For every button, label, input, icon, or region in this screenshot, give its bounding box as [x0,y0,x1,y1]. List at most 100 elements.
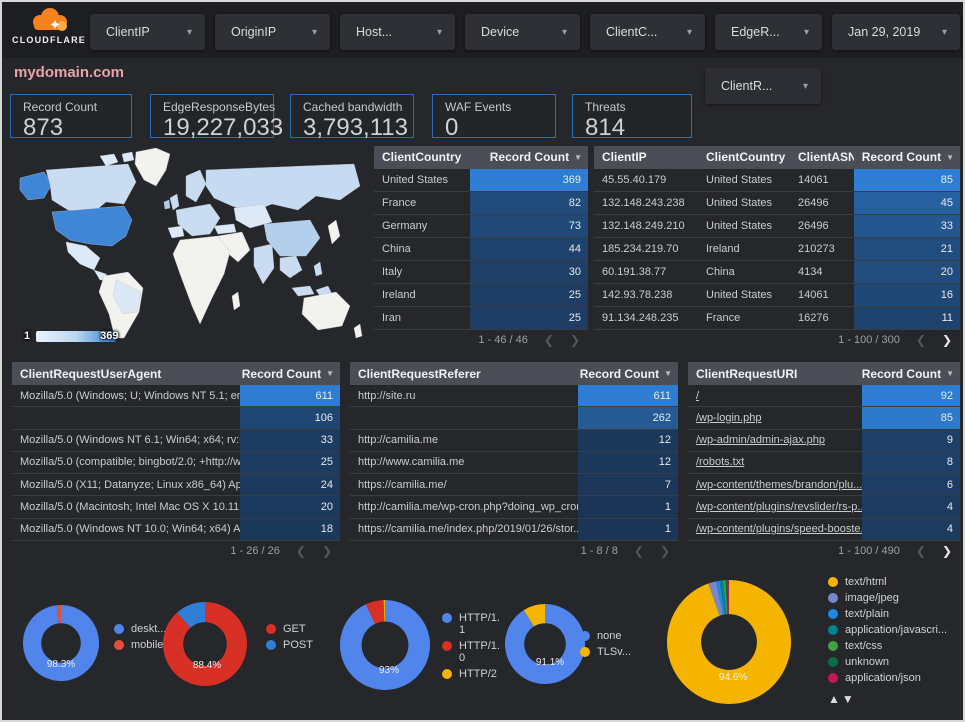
record-count-cell: 33 [240,429,340,451]
table-header: ClientCountry Record Count ▼ [374,146,588,169]
table-cell: Italy [382,265,403,278]
next-page-icon[interactable]: ❯ [941,544,952,559]
table-pagination: 1 - 26 / 26 ❮ ❯ [12,541,340,562]
filter-clientip[interactable]: ClientIP ▾ [90,14,205,50]
record-count-cell: 262 [578,407,678,429]
table-pagination: 1 - 100 / 490 ❮ ❯ [688,541,960,562]
client-request-referer-table: ClientRequestReferer Record Count ▼ http://… [350,362,678,562]
donut-slice-text-html[interactable] [667,580,791,704]
chevron-down-icon: ▾ [311,26,317,38]
uri-link[interactable]: /robots.txt [696,456,745,469]
uri-link[interactable]: /wp-login.php [696,412,762,424]
donut-slice-text-css[interactable] [723,580,728,615]
record-count-cell: 21 [854,237,960,260]
legend-color-dot [266,624,276,634]
donut-slice-http-1-0[interactable] [365,600,385,624]
table-cell: Ireland [382,288,416,301]
record-count-cell: 1 [578,518,678,540]
table-cell: 14061 [798,173,829,186]
filter-originip[interactable]: OriginIP ▾ [215,14,330,50]
donut-slice-deskt-[interactable] [23,605,99,681]
record-count-cell: 16 [854,283,960,306]
column-header-record count[interactable]: Record Count ▼ [862,362,960,385]
uri-link[interactable]: /wp-content/plugins/revslider/rs-p... [696,500,862,513]
record-count-cell: 24 [240,474,340,496]
table-row: 132.148.249.210 United States 26496 33 [594,214,960,238]
column-header-clientcountry: ClientCountry [698,146,790,169]
table-row: Iran 25 [374,306,588,330]
legend-label: HTTP/2 [459,668,497,680]
column-header-clientrequesturi: ClientRequestURI [688,362,862,385]
legend-item: image/jpeg [828,592,947,604]
donut-slice-tlsv-[interactable] [523,604,545,627]
client-country-table: ClientCountry Record Count ▼ United States 3… [374,146,588,351]
donut-slice-get[interactable] [163,602,247,686]
client-request-uri-table: ClientRequestURI Record Count ▼ / 92/wp-logi… [688,362,960,562]
column-header-label: ClientCountry [706,150,786,165]
legend-label: HTTP/1.1 [459,612,500,636]
map-color-legend: 1 369 [24,330,119,342]
column-header-record count[interactable]: Record Count ▼ [240,362,340,385]
legend-color-dot [828,577,838,587]
cloudflare-wordmark: CLOUDFLARE [12,35,86,45]
column-header-clientcountry: ClientCountry [374,146,470,169]
donut-slice-none[interactable] [505,604,585,684]
table-row: Mozilla/5.0 (Windows NT 6.1; Win64; x64;… [12,429,340,452]
record-count-cell: 25 [240,451,340,474]
donut-slice-image-jpeg[interactable] [708,581,724,616]
donut-slice-application-javascri-[interactable] [719,580,727,615]
table-row: 60.191.38.77 China 4134 20 [594,260,960,284]
legend-item: TLSv... [580,646,631,658]
donut-slice-post[interactable] [177,602,205,628]
sort-desc-icon: ▼ [326,369,334,379]
uri-link[interactable]: /wp-content/plugins/speed-booste... [696,523,862,536]
table-pagination: 1 - 100 / 300 ❮ ❯ [594,330,960,351]
table-pagination: 1 - 8 / 8 ❮ ❯ [350,541,678,562]
table-row: China 44 [374,237,588,261]
column-header-record count[interactable]: Record Count ▼ [854,146,960,169]
map-region-russia [205,163,361,213]
donut-slice-application-json[interactable] [727,580,729,615]
record-count-cell: 25 [470,283,588,306]
record-count-cell: 8 [862,451,960,474]
column-header-record count[interactable]: Record Count ▼ [470,146,588,169]
legend-sort-arrows[interactable]: ▲▼ [828,692,856,706]
donut-percent-label: 94.6% [718,672,748,683]
donut-slice-unknown[interactable] [725,580,729,615]
legend-item: application/json [828,672,947,684]
tls-version-donut-chart [505,604,585,684]
table-cell: Mozilla/5.0 (X11; Datanyze; Linux x86_64… [20,478,240,491]
map-region-new-zealand [353,323,363,339]
legend-label: text/css [845,640,883,652]
legend-item: text/html [828,576,947,588]
table-header: ClientRequestUserAgent Record Count ▼ [12,362,340,386]
sort-desc-icon: ▼ [946,152,954,162]
donut-slice-text-plain[interactable] [715,580,725,615]
donut-slice-mobile[interactable] [56,605,61,624]
filter-clientrequest[interactable]: ClientR... ▾ [705,68,821,104]
map-region-scandinavia [185,169,207,203]
filter-device[interactable]: Device ▾ [465,14,580,50]
record-count-cell: 4 [862,496,960,518]
donut-slice-http-1-1[interactable] [340,600,430,690]
http-method-donut-chart [163,602,247,686]
filter-host[interactable]: Host... ▾ [340,14,455,50]
table-cell: United States [706,219,773,232]
uri-link[interactable]: / [696,389,700,402]
next-page-icon[interactable]: ❯ [941,333,952,348]
date-range-filter[interactable]: Jan 29, 2019 ▾ [832,14,960,50]
filter-edgeresponse[interactable]: EdgeR... ▾ [715,14,822,50]
client-ip-table: ClientIP ClientCountry ClientASN Record Cou… [594,146,960,351]
record-count-cell: 20 [240,496,340,518]
filter-clientcountry[interactable]: ClientC... ▾ [590,14,705,50]
uri-link[interactable]: /wp-content/themes/brandon/plu... [696,478,862,491]
uri-link[interactable]: /wp-admin/admin-ajax.php [696,434,826,447]
column-header-label: ClientRequestURI [696,366,798,381]
prev-page-icon: ❮ [295,544,306,559]
scorecard-record-count: Record Count 873 [10,94,132,141]
legend-label: text/html [845,576,887,588]
column-header-record count[interactable]: Record Count ▼ [578,362,678,385]
donut-slice-http-2[interactable] [383,600,385,622]
legend-label: none [597,630,622,642]
map-region-africa [172,235,231,325]
